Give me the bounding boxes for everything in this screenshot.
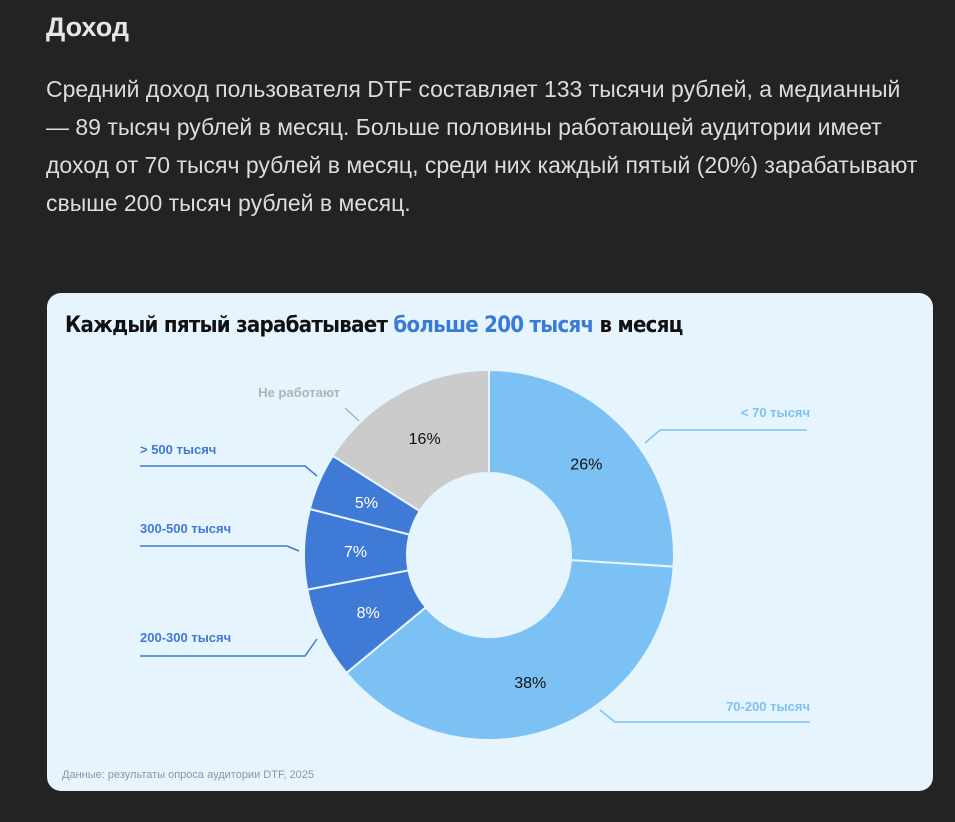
article-paragraph: Средний доход пользователя DTF составляе…: [46, 76, 918, 216]
slice-value-label: 5%: [355, 495, 378, 512]
leader-line: [140, 638, 318, 657]
title-text: Каждый пятый зарабатывает: [65, 313, 394, 338]
chart-title: Каждый пятый зарабатывает больше 200 тыс…: [65, 313, 683, 338]
slice-category-label: 200-300 тысяч: [140, 630, 231, 645]
donut-slice: [331, 368, 490, 513]
leader-line: [140, 465, 318, 477]
slice-value-label: 26%: [570, 457, 602, 474]
title-text-end: в месяц: [593, 313, 684, 338]
slice-category-label: 70-200 тысяч: [726, 699, 810, 714]
leader-line: [140, 545, 300, 552]
donut-slice: [488, 368, 675, 568]
slice-value-label: 38%: [514, 675, 546, 692]
slice-category-label: > 500 тысяч: [140, 442, 216, 457]
chart-card: Каждый пятый зарабатывает больше 200 тыс…: [47, 293, 933, 791]
slice-category-label: < 70 тысяч: [741, 405, 810, 420]
slice-category-label: Не работают: [258, 385, 340, 400]
section-heading: Доход: [46, 12, 130, 42]
leader-line: [344, 407, 360, 422]
leader-line: [644, 429, 807, 444]
leader-line: [599, 709, 810, 723]
title-highlight: больше 200 тысяч: [393, 313, 594, 338]
chart-source: Данные: результаты опроса аудитории DTF,…: [62, 769, 315, 781]
slice-value-label: 7%: [344, 544, 367, 561]
slice-value-label: 8%: [357, 605, 380, 622]
slice-value-label: 16%: [409, 431, 441, 448]
slice-category-label: 300-500 тысяч: [140, 521, 231, 536]
donut-chart: 26% < 70 тысяч 38% 70-200 тысяч 8% 200-300 ты…: [140, 368, 810, 741]
donut-slice: [345, 559, 675, 741]
